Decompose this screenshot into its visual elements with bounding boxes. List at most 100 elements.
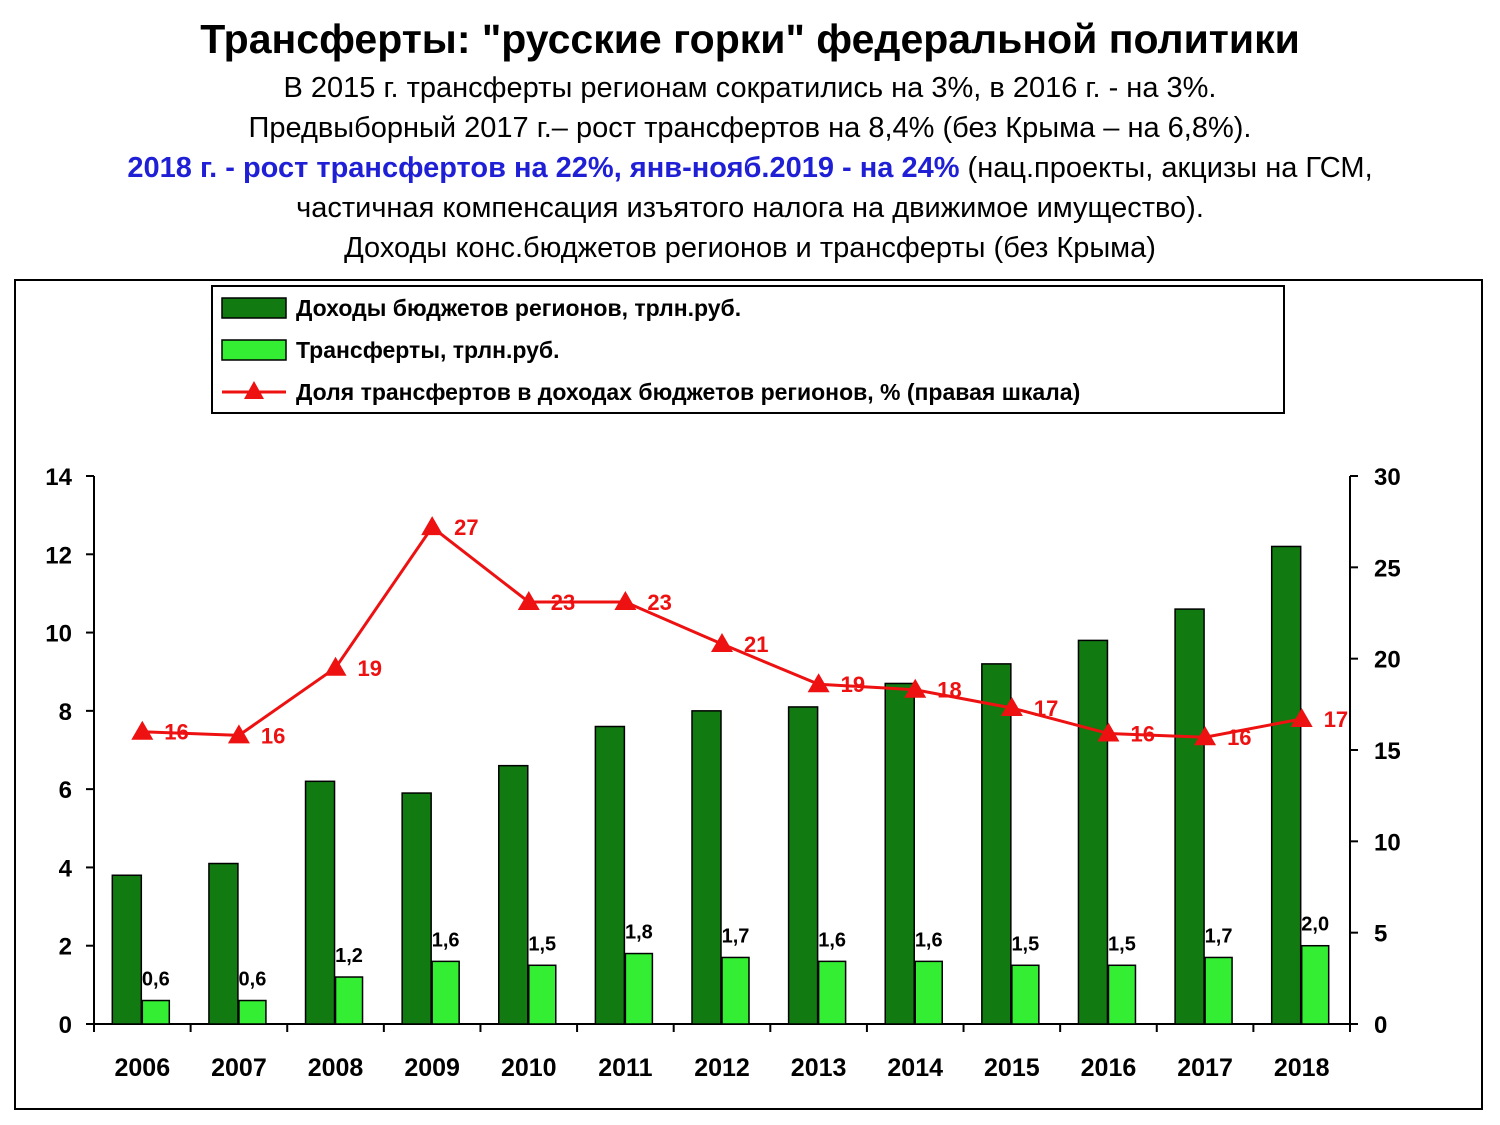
share-point <box>904 678 927 698</box>
bar-transfers <box>141 999 171 1025</box>
subtitle-line-3: 2018 г. - рост трансфертов на 22%, янв-н… <box>0 148 1500 188</box>
y-left-tick-label: 10 <box>45 621 72 648</box>
legend-swatch-transfers <box>221 339 287 361</box>
chart-caption: Доходы конс.бюджетов регионов и трансфер… <box>344 232 1156 264</box>
bar-revenue <box>981 663 1012 1025</box>
data-labels: 0,6 0,6 1,2 1,6 1,5 1,8 1,7 1,6 1,6 1,5 1,5 1,7 2,0 1… <box>142 515 1348 990</box>
chart-frame <box>14 279 1483 1110</box>
x-tick-label: 2014 <box>887 1054 943 1082</box>
bar-revenue <box>1077 639 1109 1025</box>
axes: 0 2 4 6 8 10 12 14 0 5 10 15 20 25 30 2006 2007 2008 2009 2… <box>45 464 1400 1082</box>
y-right-tick-label: 25 <box>1374 555 1401 582</box>
share-data-label: 21 <box>744 632 768 657</box>
bar-transfers <box>721 956 750 1025</box>
bar-revenue <box>1174 608 1205 1025</box>
legend-swatch-share-marker <box>244 381 264 399</box>
legend-swatch-revenue <box>221 297 287 319</box>
transfers-data-label: 0,6 <box>239 969 267 991</box>
share-point <box>421 516 444 536</box>
x-tick-label: 2018 <box>1274 1054 1330 1082</box>
x-tick-label: 2006 <box>114 1054 170 1082</box>
share-point <box>1290 707 1313 727</box>
y-left-tick-label: 0 <box>59 1012 72 1039</box>
subtitle-line-1: В 2015 г. трансферты регионам сократилис… <box>283 72 1217 104</box>
transfers-data-label: 1,5 <box>1108 933 1136 955</box>
bar-revenue <box>401 792 432 1025</box>
bar-transfers <box>817 960 847 1025</box>
subtitle-line-4: частичная компенсация изъятого налога на… <box>296 192 1204 224</box>
x-tick-label: 2012 <box>694 1054 750 1082</box>
x-tick-label: 2017 <box>1177 1054 1233 1082</box>
bar-transfers <box>431 960 460 1025</box>
share-point <box>227 724 250 744</box>
page-title: Трансферты: "русские горки" федеральной … <box>200 16 1300 62</box>
y-left-tick-label: 12 <box>45 542 72 569</box>
transfers-data-label: 0,6 <box>142 969 170 991</box>
x-tick-label: 2011 <box>598 1054 652 1082</box>
bar-transfers <box>238 999 267 1025</box>
share-data-label: 23 <box>647 590 671 615</box>
transfers-data-label: 1,5 <box>528 933 556 955</box>
share-data-label: 19 <box>841 672 865 697</box>
share-data-label: 16 <box>261 723 285 748</box>
bar-transfers <box>1011 964 1040 1025</box>
y-left-tick-label: 14 <box>45 464 72 491</box>
bar-revenue <box>1270 545 1302 1025</box>
share-point <box>1097 722 1120 742</box>
bar-revenue <box>208 862 239 1025</box>
bar-revenue <box>498 764 529 1025</box>
share-data-label: 16 <box>1227 725 1251 750</box>
bar-revenue <box>304 780 336 1025</box>
x-tick-label: 2010 <box>501 1054 557 1082</box>
y-right-tick-label: 15 <box>1374 738 1401 765</box>
share-point <box>711 633 733 653</box>
bars <box>111 545 1330 1025</box>
bar-transfers <box>1107 964 1137 1025</box>
transfers-data-label: 2,0 <box>1301 914 1329 936</box>
transfers-data-label: 1,7 <box>1205 925 1233 947</box>
x-tick-label: 2015 <box>984 1054 1040 1082</box>
share-data-label: 17 <box>1034 696 1058 721</box>
share-point <box>614 591 637 611</box>
bar-revenue <box>884 682 915 1025</box>
bar-transfers <box>1300 944 1330 1025</box>
y-right-tick-label: 10 <box>1374 829 1401 856</box>
share-data-label: 16 <box>164 720 188 745</box>
transfers-data-label: 1,5 <box>1011 933 1039 955</box>
y-left-tick-label: 6 <box>59 777 72 804</box>
bar-revenue <box>111 874 143 1025</box>
share-data-label: 16 <box>1130 722 1154 747</box>
share-point <box>807 673 830 693</box>
legend-box <box>211 285 1285 414</box>
bar-revenue <box>594 725 626 1025</box>
share-data-label: 27 <box>454 515 478 540</box>
transfers-data-label: 1,2 <box>335 945 363 967</box>
share-point <box>1000 696 1023 716</box>
y-right-tick-label: 5 <box>1374 921 1387 948</box>
share-point <box>324 656 347 676</box>
subtitle-highlight: 2018 г. - рост трансфертов на 22%, янв-н… <box>127 152 960 184</box>
share-line-path <box>142 524 1302 739</box>
y-right-tick-label: 0 <box>1374 1012 1387 1039</box>
legend: Доходы бюджетов регионов, трлн.руб. Тран… <box>211 285 1285 414</box>
subtitle-line-2: Предвыборный 2017 г.– рост трансфертов н… <box>248 112 1252 144</box>
x-tick-label: 2007 <box>211 1054 267 1082</box>
legend-label-share: Доля трансфертов в доходах бюджетов реги… <box>296 379 1080 405</box>
bar-transfers <box>914 960 943 1025</box>
bar-transfers <box>528 964 557 1025</box>
legend-label-transfers: Трансферты, трлн.руб. <box>296 337 560 363</box>
bar-transfers <box>1204 956 1233 1025</box>
x-tick-label: 2008 <box>308 1054 364 1082</box>
x-tick-label: 2016 <box>1081 1054 1137 1082</box>
y-left-tick-label: 8 <box>59 699 72 726</box>
share-point <box>1194 726 1217 746</box>
share-data-label: 19 <box>358 656 382 681</box>
x-tick-label: 2013 <box>791 1054 847 1082</box>
transfers-data-label: 1,7 <box>722 925 750 947</box>
y-left-tick-label: 4 <box>59 855 73 882</box>
y-right-tick-label: 20 <box>1374 647 1401 674</box>
subtitle-line-3-rest: (нац.проекты, акцизы на ГСМ, <box>959 152 1373 184</box>
share-data-label: 17 <box>1324 707 1348 732</box>
transfers-data-label: 1,6 <box>818 929 846 951</box>
